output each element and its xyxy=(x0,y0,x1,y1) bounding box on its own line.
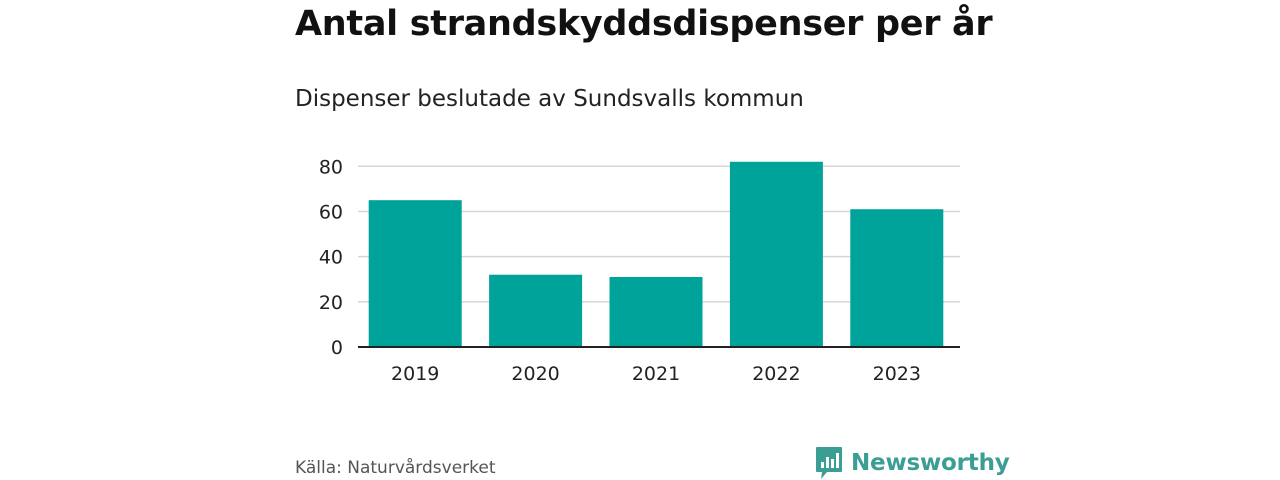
chart-subtitle: Dispenser beslutade av Sundsvalls kommun xyxy=(295,86,804,112)
bar-2022 xyxy=(729,161,823,347)
bars xyxy=(368,161,944,347)
bar-2019 xyxy=(368,200,462,347)
bar-chart: 0 20 40 60 80 2019 2020 2021 2022 2023 xyxy=(319,156,960,385)
x-tick-label: 2021 xyxy=(632,363,680,385)
y-tick-label: 0 xyxy=(331,337,343,359)
brand-logo[interactable]: Newsworthy xyxy=(815,446,1010,480)
brand-name: Newsworthy xyxy=(851,450,1010,476)
y-tick-label: 60 xyxy=(319,201,343,223)
x-tick-label: 2022 xyxy=(752,363,800,385)
bar-2020 xyxy=(489,274,583,347)
bar-2021 xyxy=(609,276,703,347)
x-tick-label: 2023 xyxy=(873,363,921,385)
y-tick-label: 40 xyxy=(319,247,343,269)
bar-2023 xyxy=(850,209,944,347)
chart-title: Antal strandskyddsdispenser per år xyxy=(295,4,993,44)
x-axis-ticks: 2019 2020 2021 2022 2023 xyxy=(391,363,921,385)
x-tick-label: 2020 xyxy=(511,363,559,385)
bar-chart-speech-icon xyxy=(816,447,842,479)
y-tick-label: 20 xyxy=(319,292,343,314)
x-tick-label: 2019 xyxy=(391,363,439,385)
source-note: Källa: Naturvårdsverket xyxy=(295,458,496,478)
y-axis-ticks: 0 20 40 60 80 xyxy=(319,156,343,359)
y-tick-label: 80 xyxy=(319,156,343,178)
